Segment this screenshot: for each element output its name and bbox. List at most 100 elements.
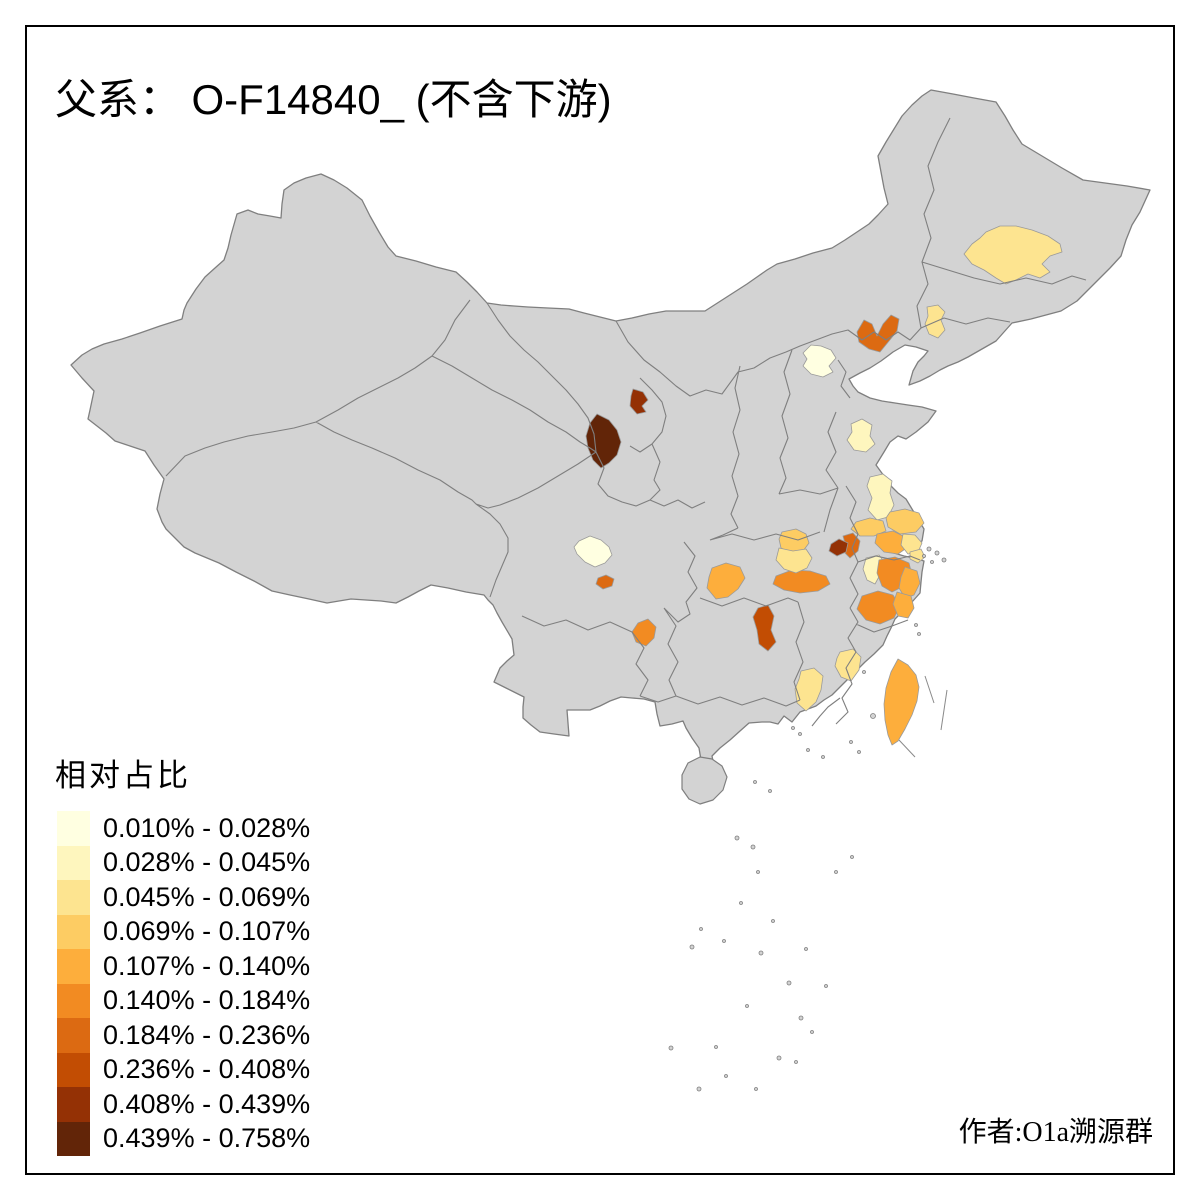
legend-label: 0.069% - 0.107% — [103, 916, 311, 947]
region-r17 — [828, 538, 849, 557]
small-island — [771, 919, 775, 923]
region-r5 — [846, 418, 876, 453]
legend-swatch — [57, 914, 90, 949]
legend-label: 0.045% - 0.069% — [103, 881, 311, 912]
small-island — [834, 870, 838, 874]
small-island — [722, 939, 726, 943]
small-island — [750, 844, 756, 850]
small-island — [699, 927, 703, 931]
legend-label: 0.010% - 0.028% — [103, 812, 311, 843]
small-island — [753, 780, 757, 784]
small-island — [756, 870, 760, 874]
legend-swatch — [57, 983, 90, 1018]
small-island — [922, 554, 926, 558]
small-island — [734, 835, 740, 841]
coastal-hatch-line — [898, 739, 916, 758]
legend-item: 0.069% - 0.107% — [57, 914, 311, 949]
legend-item: 0.439% - 0.758% — [57, 1121, 311, 1156]
small-island — [850, 855, 854, 859]
title-lineage-label: 父系： — [55, 78, 192, 124]
region-r19 — [885, 508, 925, 535]
region-r4 — [802, 344, 837, 378]
legend-item: 0.028% - 0.045% — [57, 845, 311, 880]
small-island — [821, 755, 825, 759]
coastal-hatch-line — [940, 689, 948, 731]
legend-title: 相对占比 — [55, 758, 191, 793]
small-island — [914, 623, 918, 627]
legend-item: 0.184% - 0.236% — [57, 1018, 310, 1053]
small-island — [696, 1086, 702, 1092]
small-island — [794, 1060, 798, 1064]
legend-swatch — [57, 949, 90, 984]
region-r9 — [595, 574, 615, 590]
legend-label: 0.140% - 0.184% — [103, 985, 311, 1016]
legend-item: 0.408% - 0.439% — [57, 1087, 310, 1122]
small-island — [739, 901, 743, 905]
region-r27 — [856, 590, 901, 625]
small-island — [917, 632, 921, 636]
region-r3 — [856, 314, 900, 353]
small-island — [934, 550, 940, 556]
hainan-island — [681, 756, 728, 805]
legend-swatch — [57, 845, 90, 880]
region-r30 — [794, 667, 824, 712]
attribution-text: 作者:O1a溯源群 — [958, 1117, 1153, 1148]
legend: 相对占比 0.010% - 0.028% 0.028% - 0.045% 0.045… — [55, 750, 310, 1156]
region-r11 — [706, 562, 746, 600]
region-r7 — [585, 413, 622, 469]
region-r8 — [573, 535, 613, 568]
small-island — [745, 1004, 749, 1008]
small-island — [857, 750, 861, 754]
small-island — [791, 726, 795, 730]
page-title: 父系： O-F14840_ (不含下游) — [55, 66, 612, 127]
small-island — [689, 944, 695, 950]
small-island — [758, 950, 764, 956]
legend-swatch — [57, 1052, 90, 1087]
legend-item: 0.140% - 0.184% — [57, 983, 311, 1018]
legend-label: 0.028% - 0.045% — [103, 847, 311, 878]
legend-swatch — [57, 1121, 90, 1156]
small-island — [776, 1055, 782, 1061]
small-island — [798, 732, 802, 736]
small-island — [849, 740, 853, 744]
legend-label: 0.408% - 0.439% — [103, 1088, 311, 1119]
legend-label: 0.439% - 0.758% — [103, 1123, 311, 1154]
legend-swatch — [57, 880, 90, 915]
region-r28 — [892, 591, 915, 619]
small-island — [824, 984, 828, 988]
small-island — [930, 560, 934, 564]
legend-item: 0.236% - 0.408% — [57, 1052, 311, 1087]
small-island — [724, 1074, 728, 1078]
small-island — [714, 1045, 718, 1049]
small-island — [798, 1015, 804, 1021]
province-borders — [165, 117, 1087, 727]
legend-label: 0.236% - 0.408% — [103, 1054, 311, 1085]
region-r1 — [963, 225, 1063, 285]
small-island — [862, 670, 866, 674]
legend-label: 0.107% - 0.140% — [103, 950, 311, 981]
small-island — [768, 789, 772, 793]
small-island — [754, 1087, 758, 1091]
legend-swatch — [57, 1018, 90, 1053]
region-r6 — [629, 388, 649, 415]
legend-label: 0.184% - 0.236% — [103, 1019, 311, 1050]
title-haplogroup-code: O-F14840_ (不含下游) — [191, 76, 612, 123]
coastal-hatch-line — [924, 675, 935, 704]
region-r15 — [775, 547, 813, 574]
small-island — [668, 1045, 674, 1051]
small-island — [786, 980, 792, 986]
region-r21 — [874, 530, 909, 555]
legend-item: 0.010% - 0.028% — [57, 811, 310, 846]
small-island — [941, 557, 947, 563]
legend-item: 0.107% - 0.140% — [57, 949, 310, 984]
small-island — [804, 947, 808, 951]
region-r23 — [909, 548, 926, 564]
small-island — [870, 713, 876, 719]
small-island — [810, 1030, 814, 1034]
legend-swatch — [57, 1087, 90, 1122]
legend-item: 0.045% - 0.069% — [57, 880, 310, 915]
small-island — [926, 546, 932, 552]
region-r31 — [883, 658, 920, 746]
